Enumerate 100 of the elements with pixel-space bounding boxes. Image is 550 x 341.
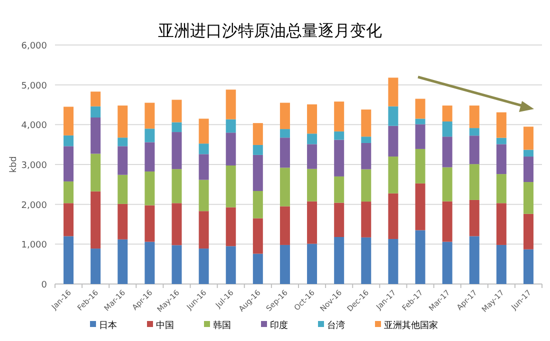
bar bbox=[361, 202, 372, 238]
bar bbox=[469, 136, 480, 164]
bar bbox=[90, 92, 101, 106]
bar bbox=[361, 169, 372, 202]
y-axis-title: kbd bbox=[9, 156, 19, 173]
bar bbox=[118, 174, 128, 204]
legend-label: 日本 bbox=[99, 320, 117, 331]
bar bbox=[307, 244, 318, 284]
bar bbox=[198, 144, 209, 154]
bar bbox=[280, 102, 290, 130]
bar bbox=[334, 202, 344, 237]
bar bbox=[307, 201, 318, 244]
y-tick-label: 5,000 bbox=[21, 81, 48, 92]
bar bbox=[144, 171, 155, 206]
bar bbox=[252, 254, 263, 284]
bar bbox=[144, 205, 155, 242]
bar bbox=[496, 112, 506, 138]
bar bbox=[90, 248, 101, 284]
bar bbox=[226, 246, 236, 284]
bar bbox=[388, 106, 398, 126]
bar bbox=[198, 180, 209, 212]
y-tick-label: 0 bbox=[41, 280, 48, 290]
bar bbox=[334, 102, 344, 132]
bar bbox=[523, 156, 534, 182]
bar bbox=[226, 119, 236, 133]
bar bbox=[442, 106, 452, 122]
bar bbox=[144, 128, 155, 142]
bar bbox=[90, 106, 101, 118]
bar bbox=[198, 211, 209, 249]
bar bbox=[388, 193, 398, 239]
bar bbox=[226, 165, 236, 208]
bar bbox=[496, 138, 506, 144]
bar bbox=[442, 136, 452, 168]
bar bbox=[144, 102, 155, 129]
bar bbox=[172, 203, 182, 246]
bar bbox=[172, 169, 182, 204]
bar bbox=[469, 128, 480, 136]
bar bbox=[252, 190, 263, 218]
bar bbox=[334, 140, 344, 176]
bar bbox=[226, 207, 236, 246]
bar bbox=[334, 236, 344, 284]
bar bbox=[252, 123, 263, 145]
y-tick-label: 4,000 bbox=[21, 121, 48, 132]
bar bbox=[198, 154, 209, 180]
bar bbox=[172, 100, 182, 122]
legend-label: 亚洲其他国家 bbox=[384, 320, 438, 331]
legend-label: 中国 bbox=[156, 320, 174, 331]
bar bbox=[523, 214, 534, 250]
bar bbox=[469, 164, 480, 200]
bar bbox=[90, 154, 101, 192]
legend-label: 台湾 bbox=[327, 320, 345, 331]
bar bbox=[144, 242, 155, 284]
bar bbox=[334, 131, 344, 140]
bar bbox=[361, 110, 372, 137]
bar bbox=[415, 98, 426, 119]
bar bbox=[172, 245, 182, 284]
bar bbox=[361, 237, 372, 284]
bar bbox=[280, 168, 290, 206]
bar bbox=[64, 181, 74, 204]
bar bbox=[90, 191, 101, 249]
bar bbox=[523, 182, 534, 214]
bar bbox=[280, 138, 290, 168]
bar bbox=[252, 218, 263, 254]
bar bbox=[307, 168, 318, 202]
bar bbox=[469, 200, 480, 236]
bar bbox=[523, 126, 534, 150]
bar bbox=[64, 146, 74, 182]
bar bbox=[118, 146, 128, 175]
bar bbox=[415, 124, 426, 149]
bar bbox=[388, 238, 398, 284]
bar bbox=[361, 142, 372, 170]
y-tick-label: 3,000 bbox=[21, 161, 48, 171]
bar bbox=[118, 239, 128, 284]
bar bbox=[415, 118, 426, 124]
bar bbox=[252, 154, 263, 191]
y-tick-label: 6,000 bbox=[21, 42, 48, 52]
bar bbox=[496, 244, 506, 284]
chart-title: 亚洲进口沙特原油总量逐月变化 bbox=[158, 21, 382, 40]
bar bbox=[172, 132, 182, 170]
bar bbox=[415, 183, 426, 230]
bar bbox=[496, 174, 506, 204]
bar bbox=[118, 204, 128, 240]
legend-label: 印度 bbox=[270, 320, 288, 331]
bar bbox=[118, 106, 128, 138]
bar bbox=[280, 244, 290, 284]
bar bbox=[118, 138, 128, 146]
bar bbox=[496, 144, 506, 174]
bar bbox=[252, 144, 263, 155]
bar bbox=[64, 236, 74, 284]
bar bbox=[496, 203, 506, 245]
bar bbox=[226, 132, 236, 166]
bar bbox=[280, 206, 290, 245]
bar bbox=[415, 148, 426, 184]
bar bbox=[64, 106, 74, 136]
bar bbox=[64, 135, 74, 146]
bar bbox=[388, 126, 398, 157]
bar bbox=[307, 104, 318, 134]
bar bbox=[442, 201, 452, 242]
bar bbox=[226, 90, 236, 120]
y-tick-label: 2,000 bbox=[21, 200, 48, 211]
